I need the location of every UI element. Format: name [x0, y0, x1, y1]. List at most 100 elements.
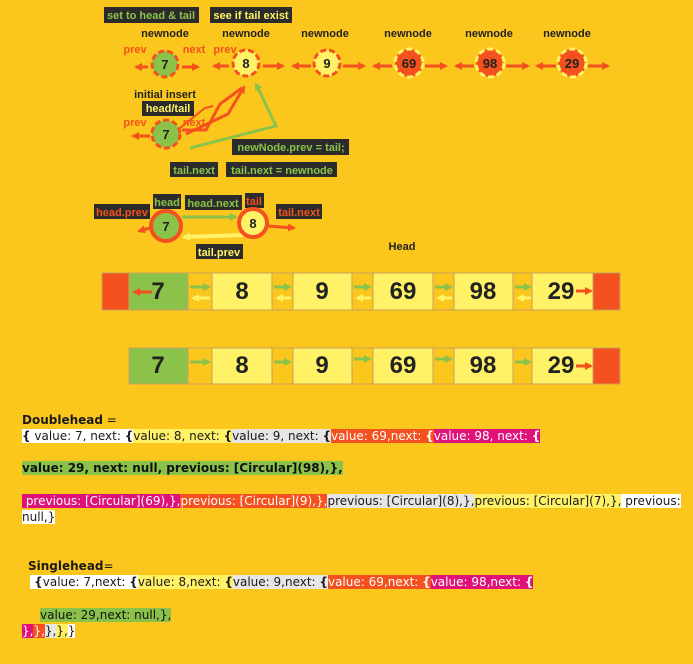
initial-insert-title: initial insert [134, 89, 196, 101]
doublehead-line-4: null,} [22, 509, 56, 525]
singlehead-eq: = [103, 559, 114, 573]
singlehead-segment: value: 98,next: [430, 575, 525, 589]
doublehead-segment: previous: [Circular](9),}, [180, 494, 328, 508]
top-node-row: newnode 7 prev next newnode 8 prev newno… [123, 28, 610, 79]
top-node-6: newnode 29 [535, 28, 610, 79]
double-list-row: 7 8 9 69 98 29 [101, 272, 621, 311]
single-list-row: 7 8 9 69 98 29 [128, 347, 621, 385]
node-value: 29 [565, 56, 579, 71]
head-text: Head [389, 241, 416, 253]
top-node-1: newnode 7 prev next [123, 28, 206, 79]
set-head-tail-label: set to head & tail [107, 10, 195, 22]
tail-prev-label: tail.prev [198, 247, 241, 259]
doublehead-segment: value: 9, next: [232, 429, 323, 443]
doublehead-segment: value: 69,next: [331, 429, 426, 443]
node-value: 9 [323, 56, 330, 71]
prev-label: prev [213, 44, 237, 56]
singlehead-segment: { [30, 575, 43, 589]
prev-label: prev [123, 44, 147, 56]
tail-label: tail [246, 196, 262, 208]
singlehead-segment: value: 9,next: [232, 575, 320, 589]
doublehead-line-1: { value: 7, next: {value: 8, next: {valu… [22, 428, 541, 444]
singlehead-segment: }, [22, 624, 34, 638]
newnode-header: newnode [222, 28, 270, 40]
newnode-header: newnode [384, 28, 432, 40]
singlehead-segment: }, [33, 624, 45, 638]
doublehead-segment: previous: [Circular](7),}, [474, 494, 622, 508]
doublehead-segment: { [223, 429, 233, 443]
tail-next-label: tail.next [173, 165, 215, 177]
top-node-2: newnode 8 prev [212, 28, 285, 78]
doublehead-segment: { [425, 429, 434, 443]
doublehead-segment: previous: [Circular](8),}, [327, 494, 475, 508]
double-value: 7 [151, 278, 164, 305]
singlehead-segment: }, [56, 624, 68, 638]
head-tail-label: head/tail [146, 103, 191, 115]
doublehead-segment: { [124, 429, 134, 443]
singlehead-segment: } [67, 624, 76, 638]
node-value: 7 [161, 57, 168, 72]
singlehead-segment: { [524, 575, 534, 589]
newnode-prev-label: newNode.prev = tail; [237, 142, 344, 154]
doublehead-line-3: previous: [Circular](69),},previous: [Ci… [22, 493, 681, 509]
prev-label: prev [123, 117, 147, 129]
singlehead-segment: { [129, 575, 138, 589]
singlehead-segment: { [224, 575, 233, 589]
single-value: 7 [151, 352, 164, 379]
doublehead-title-line: Doublehead = [22, 412, 117, 428]
double-value: 8 [235, 278, 248, 305]
top-node-3: newnode 9 [291, 28, 366, 78]
doublehead-null: null,} [22, 510, 56, 524]
top-node-5: newnode 98 [454, 28, 530, 79]
node-value: 8 [242, 56, 249, 71]
singlehead-line-3: },},},},} [22, 623, 76, 639]
doublehead-segment: value: 7, next: [30, 429, 125, 443]
double-value: 98 [470, 278, 497, 305]
singlehead-title: Singlehead [28, 559, 104, 573]
singlehead-segment: value: 8,next: [137, 575, 225, 589]
top-node-4: newnode 69 [372, 28, 448, 79]
singlehead-segment: { [319, 575, 328, 589]
doublehead-segment: value: 8, next: [133, 429, 224, 443]
double-value: 69 [390, 278, 417, 305]
singlehead-title-line: Singlehead= [28, 558, 114, 574]
doublehead-segment: previous: [621, 494, 681, 508]
doublehead-segment: previous: [Circular](69),}, [22, 494, 181, 508]
singlehead-segment: }, [44, 624, 57, 638]
doublehead-eq: = [102, 413, 117, 427]
single-value: 69 [390, 352, 417, 379]
singlehead-segment: value: 7,next: [42, 575, 130, 589]
doublehead-title: Doublehead [22, 413, 103, 427]
double-value: 29 [548, 278, 575, 305]
double-value: 9 [315, 278, 328, 305]
tail-next-label: tail.next [278, 207, 320, 219]
next-label: next [183, 44, 206, 56]
single-value: 29 [548, 352, 575, 379]
node-value: 8 [249, 216, 256, 231]
newnode-header: newnode [301, 28, 349, 40]
newnode-header: newnode [543, 28, 591, 40]
singlehead-line-1: {value: 7,next: {value: 8,next: {value: … [30, 574, 534, 590]
node-value: 7 [162, 219, 169, 234]
doublehead-segment: value: 98, next: [433, 429, 532, 443]
newnode-header: newnode [465, 28, 513, 40]
newnode-header: newnode [141, 28, 189, 40]
doublehead-segment: { [22, 429, 31, 443]
single-value: 9 [315, 352, 328, 379]
head-next-label: head.next [187, 198, 239, 210]
node-value: 7 [162, 127, 169, 142]
singlehead-segment: value: 69,next: [327, 575, 423, 589]
node-value: 98 [483, 56, 497, 71]
see-if-tail-label: see if tail exist [213, 10, 289, 22]
head-tail-pair-section: head.prev head head.next tail tail.next … [94, 193, 322, 259]
doublehead-segment: { [531, 429, 541, 443]
doublehead-line-2: value: 29, next: null, previous: [Circul… [22, 460, 343, 476]
node-value: 69 [402, 56, 416, 71]
singlehead-last-node: value: 29,next: null,}, [40, 608, 172, 622]
initial-insert-section: initial insert head/tail prev next 7 new… [123, 82, 349, 177]
head-label: head [154, 197, 180, 209]
single-value: 8 [235, 352, 248, 379]
singlehead-line-2: value: 29,next: null,}, [40, 607, 172, 623]
doublehead-segment: { [322, 429, 332, 443]
